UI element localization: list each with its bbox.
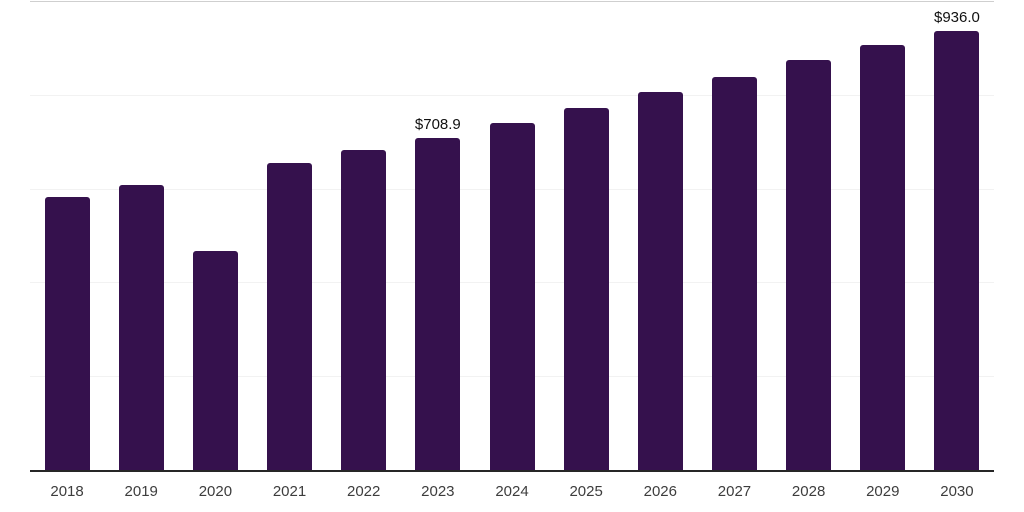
bar-2022[interactable]	[341, 150, 387, 470]
bar-2030[interactable]	[934, 31, 980, 470]
plot-area: $708.9 $936.0	[30, 0, 994, 472]
bar-2023[interactable]	[415, 137, 461, 470]
x-tick-2024: 2024	[495, 483, 529, 500]
x-tick-2023: 2023	[421, 483, 455, 500]
x-tick-2028: 2028	[791, 483, 826, 500]
x-tick-2026: 2026	[643, 483, 677, 500]
bar-2019[interactable]	[118, 185, 164, 470]
bar-2026[interactable]	[637, 92, 683, 470]
bar-2029[interactable]	[860, 45, 906, 470]
bar-2027[interactable]	[711, 76, 757, 470]
x-tick-2027: 2027	[717, 483, 752, 500]
bar-2020[interactable]	[192, 250, 238, 470]
value-label-2030: $936.0	[933, 9, 980, 27]
bar-2028[interactable]	[786, 59, 832, 470]
bar-2025[interactable]	[563, 108, 609, 470]
x-tick-2022: 2022	[347, 483, 381, 500]
bar-2021[interactable]	[267, 162, 313, 470]
gridline	[30, 94, 994, 96]
bar-2018[interactable]	[44, 196, 90, 470]
bar-2024[interactable]	[489, 123, 535, 470]
plot-top-gridline	[30, 1, 994, 2]
x-tick-2025: 2025	[569, 483, 603, 500]
x-tick-2020: 2020	[198, 483, 233, 500]
x-tick-2029: 2029	[866, 483, 900, 500]
x-tick-2021: 2021	[272, 483, 307, 500]
x-tick-2018: 2018	[50, 483, 84, 500]
x-tick-2030: 2030	[940, 483, 974, 500]
x-tick-2019: 2019	[124, 483, 158, 500]
x-axis: 2018 2019 2020 2021 2022 2023 2024 2025 2026 2027…	[30, 483, 994, 503]
value-label-2023: $708.9	[414, 115, 461, 133]
